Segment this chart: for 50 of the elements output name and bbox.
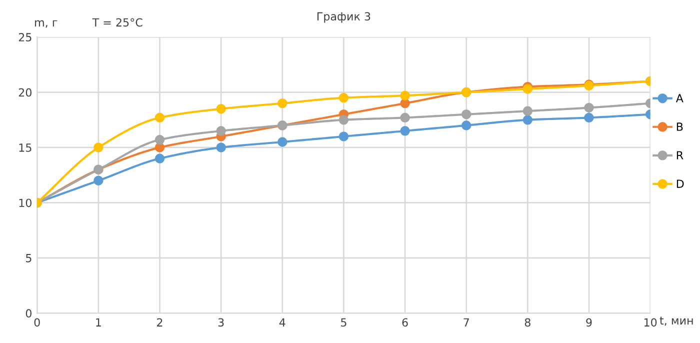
y-tick-label: 0	[26, 309, 32, 318]
point	[400, 126, 410, 136]
point	[400, 90, 410, 100]
point	[216, 142, 226, 152]
x-tick-label: 6	[402, 318, 408, 327]
point	[278, 137, 288, 147]
point	[278, 98, 288, 108]
point	[461, 109, 472, 120]
x-tick-label: 8	[524, 318, 530, 327]
point	[522, 106, 533, 116]
x-axis-title: t, мин	[660, 316, 693, 326]
chart-title: График 3	[317, 12, 370, 23]
y-axis-title: m, г	[35, 20, 58, 28]
x-tick-label: 1	[96, 318, 101, 326]
point	[216, 126, 226, 136]
y-tick-label: 25	[18, 33, 32, 42]
point	[584, 112, 594, 123]
point	[154, 134, 165, 145]
legend-label: A	[676, 94, 684, 102]
x-tick-label: 7	[464, 318, 469, 326]
point	[338, 92, 349, 103]
legend-label: B	[676, 122, 683, 131]
x-tick-label: 10	[644, 318, 657, 327]
point	[338, 132, 349, 142]
y-tick-label: 5	[26, 254, 32, 262]
legend-label: R	[676, 151, 684, 160]
point	[94, 142, 104, 152]
x-tick-label: 4	[279, 318, 286, 326]
y-tick-label: 20	[18, 88, 32, 97]
point	[584, 102, 594, 113]
point	[94, 176, 104, 186]
point	[400, 98, 410, 108]
point	[400, 112, 410, 123]
point	[154, 142, 165, 152]
y-tick-label: 10	[19, 198, 32, 208]
point	[461, 120, 472, 130]
x-tick-label: 5	[341, 318, 346, 327]
point	[216, 104, 226, 114]
text: T = 25°C	[92, 18, 142, 27]
point	[154, 154, 165, 164]
point	[154, 112, 165, 123]
x-tick-label: 9	[586, 318, 592, 327]
x-tick-label: 3	[218, 318, 224, 327]
x-tick-label: 0	[34, 318, 40, 327]
point	[522, 115, 533, 125]
y-tick-label: 15	[19, 144, 32, 152]
point	[338, 115, 349, 125]
legend-label: D	[676, 180, 684, 188]
point	[522, 84, 533, 94]
x-tick-label: 2	[157, 318, 162, 326]
